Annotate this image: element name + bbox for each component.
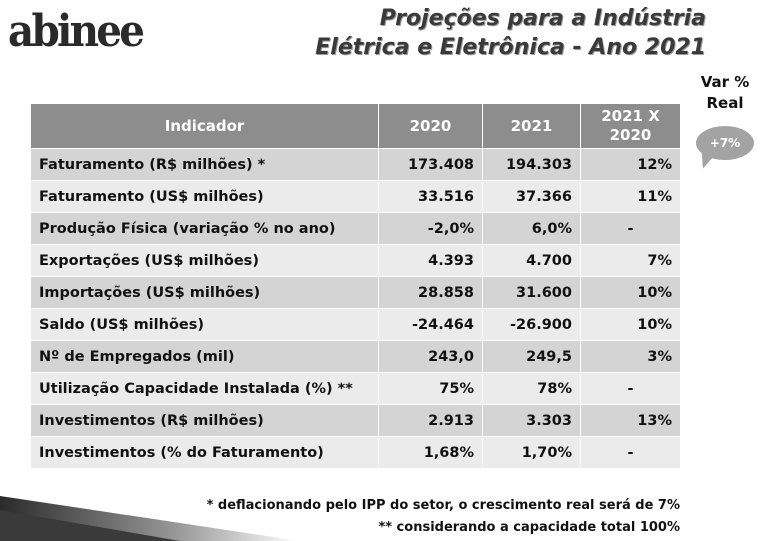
indicator-cell: Saldo (US$ milhões) bbox=[30, 308, 379, 341]
header-2021: 2021 bbox=[482, 103, 581, 149]
indicator-cell: Investimentos (% do Faturamento) bbox=[30, 436, 379, 469]
table-row: Faturamento (US$ milhões) 33.516 37.366 … bbox=[30, 180, 681, 213]
header-indicador: Indicador bbox=[30, 103, 379, 149]
variation-cell: 10% bbox=[580, 308, 681, 341]
header-variation: 2021 X 2020 bbox=[580, 103, 681, 149]
table-row: Faturamento (R$ milhões) * 173.408 194.3… bbox=[30, 148, 681, 181]
variation-cell: 10% bbox=[580, 276, 681, 309]
variation-cell: - bbox=[580, 436, 681, 469]
value-2020-cell: 173.408 bbox=[378, 148, 483, 181]
indicator-cell: Exportações (US$ milhões) bbox=[30, 244, 379, 277]
footnote-1: * deflacionando pelo IPP do setor, o cre… bbox=[206, 498, 680, 513]
variation-cell: 3% bbox=[580, 340, 681, 373]
value-2020-cell: 243,0 bbox=[378, 340, 483, 373]
value-2020-cell: 1,68% bbox=[378, 436, 483, 469]
indicator-cell: Produção Física (variação % no ano) bbox=[30, 212, 379, 245]
value-2020-cell: -2,0% bbox=[378, 212, 483, 245]
variation-cell: - bbox=[580, 212, 681, 245]
value-2021-cell: 194.303 bbox=[482, 148, 581, 181]
value-2021-cell: 3.303 bbox=[482, 404, 581, 437]
table-row: Investimentos (R$ milhões) 2.913 3.303 1… bbox=[30, 404, 681, 437]
value-2020-cell: 4.393 bbox=[378, 244, 483, 277]
title-line-2: Elétrica e Eletrônica - Ano 2021 bbox=[315, 35, 706, 60]
value-2021-cell: 31.600 bbox=[482, 276, 581, 309]
indicator-cell: Faturamento (US$ milhões) bbox=[30, 180, 379, 213]
table-header-row: Indicador 2020 2021 2021 X 2020 bbox=[30, 103, 681, 149]
table-row: Investimentos (% do Faturamento) 1,68% 1… bbox=[30, 436, 681, 469]
value-2020-cell: 28.858 bbox=[378, 276, 483, 309]
value-2021-cell: -26.900 bbox=[482, 308, 581, 341]
var-real-label: Var % Real bbox=[690, 72, 760, 114]
table-row: Utilização Capacidade Instalada (%) ** 7… bbox=[30, 372, 681, 405]
footnotes: * deflacionando pelo IPP do setor, o cre… bbox=[207, 495, 680, 539]
value-2020-cell: 33.516 bbox=[378, 180, 483, 213]
variation-cell: 7% bbox=[580, 244, 681, 277]
variation-cell: 13% bbox=[580, 404, 681, 437]
indicator-cell: Utilização Capacidade Instalada (%) ** bbox=[30, 372, 379, 405]
var-label-line-1: Var % bbox=[700, 73, 750, 91]
title-line-1: Projeções para a Indústria bbox=[379, 6, 706, 31]
value-2020-cell: -24.464 bbox=[378, 308, 483, 341]
value-2021-cell: 4.700 bbox=[482, 244, 581, 277]
value-2021-cell: 6,0% bbox=[482, 212, 581, 245]
header-2020: 2020 bbox=[378, 103, 483, 149]
value-2021-cell: 1,70% bbox=[482, 436, 581, 469]
table-row: Importações (US$ milhões) 28.858 31.600 … bbox=[30, 276, 681, 309]
variation-cell: - bbox=[580, 372, 681, 405]
indicator-cell: Investimentos (R$ milhões) bbox=[30, 404, 379, 437]
footnote-2: ** considerando a capacidade total 100% bbox=[378, 520, 680, 535]
header-variation-line-1: 2021 X bbox=[601, 107, 660, 125]
value-2021-cell: 249,5 bbox=[482, 340, 581, 373]
page-title: Projeções para a Indústria Elétrica e El… bbox=[315, 4, 706, 62]
value-2021-cell: 37.366 bbox=[482, 180, 581, 213]
projections-table: Indicador 2020 2021 2021 X 2020 Faturame… bbox=[30, 103, 681, 469]
header-variation-line-2: 2020 bbox=[609, 126, 652, 144]
indicator-cell: Faturamento (R$ milhões) * bbox=[30, 148, 379, 181]
table-row: Nº de Empregados (mil) 243,0 249,5 3% bbox=[30, 340, 681, 373]
table-row: Produção Física (variação % no ano) -2,0… bbox=[30, 212, 681, 245]
table-row: Saldo (US$ milhões) -24.464 -26.900 10% bbox=[30, 308, 681, 341]
var-label-line-2: Real bbox=[706, 94, 744, 112]
value-2021-cell: 78% bbox=[482, 372, 581, 405]
table-row: Exportações (US$ milhões) 4.393 4.700 7% bbox=[30, 244, 681, 277]
variation-cell: 12% bbox=[580, 148, 681, 181]
value-2020-cell: 2.913 bbox=[378, 404, 483, 437]
decorative-corner-wedge bbox=[0, 496, 300, 541]
abinee-logo: abinee bbox=[8, 6, 145, 57]
indicator-cell: Nº de Empregados (mil) bbox=[30, 340, 379, 373]
variation-cell: 11% bbox=[580, 180, 681, 213]
indicator-cell: Importações (US$ milhões) bbox=[30, 276, 379, 309]
bubble-value: +7% bbox=[709, 136, 741, 150]
value-2020-cell: 75% bbox=[378, 372, 483, 405]
speech-bubble: +7% bbox=[696, 126, 754, 160]
